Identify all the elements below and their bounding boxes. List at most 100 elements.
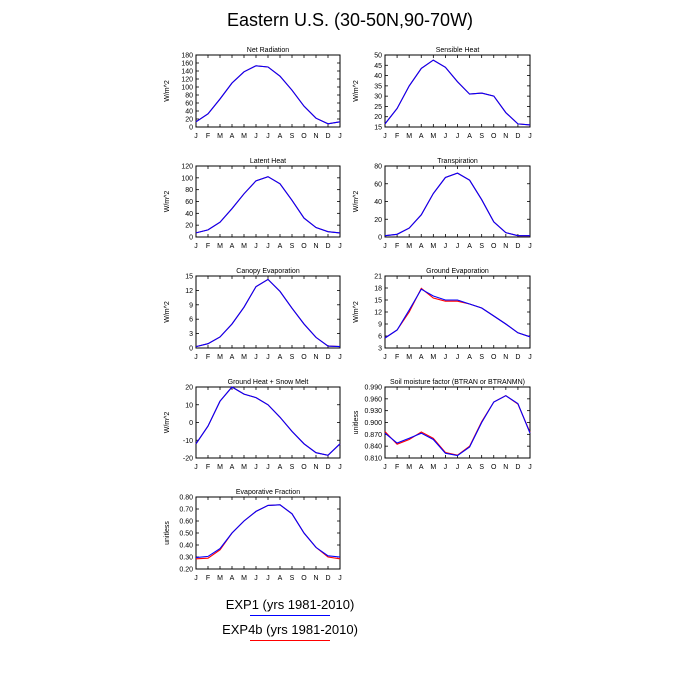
x-tick-label: A <box>278 354 283 361</box>
y-tick-label: 20 <box>374 217 382 224</box>
y-tick-label: 20 <box>374 114 382 121</box>
y-tick-label: 40 <box>185 109 193 116</box>
x-tick-label: M <box>241 133 247 140</box>
x-tick-label: M <box>406 464 412 471</box>
x-tick-label: J <box>254 243 258 250</box>
x-tick-label: F <box>395 354 399 361</box>
x-tick-label: N <box>313 133 318 140</box>
x-tick-label: N <box>503 354 508 361</box>
panel-1: Net Radiation W/m^2 0204060801001201401601… <box>164 47 342 140</box>
y-axis-label: W/m^2 <box>353 191 360 213</box>
x-tick-label: J <box>266 354 270 361</box>
x-tick-label: J <box>194 464 198 471</box>
x-tick-label: D <box>515 243 520 250</box>
series-line-exp4b <box>195 278 341 348</box>
x-tick-label: O <box>491 133 497 140</box>
legend-label-exp1: EXP1 (yrs 1981-2010) <box>225 597 355 612</box>
y-tick-label: 15 <box>185 274 193 281</box>
series-line-exp4b <box>195 176 341 234</box>
x-tick-label: S <box>290 464 295 471</box>
y-axis-label: W/m^2 <box>164 191 171 213</box>
x-tick-label: A <box>419 354 424 361</box>
x-tick-label: A <box>230 133 235 140</box>
x-tick-label: J <box>266 243 270 250</box>
y-tick-label: 40 <box>185 211 193 218</box>
y-tick-label: 0.60 <box>179 519 193 526</box>
x-tick-label: J <box>456 243 460 250</box>
x-tick-label: J <box>383 464 387 471</box>
panel-title: Net Radiation <box>247 47 290 54</box>
y-tick-label: 6 <box>189 317 193 324</box>
x-tick-label: A <box>230 464 235 471</box>
y-tick-label: 0.870 <box>364 432 382 439</box>
x-tick-label: M <box>241 464 247 471</box>
y-tick-label: 180 <box>181 53 193 60</box>
y-axis-label: unitless <box>353 410 360 434</box>
x-tick-label: N <box>503 464 508 471</box>
panel-7: Ground Heat + Snow Melt W/m^2 -20 -10 0 10 20 J… <box>164 379 342 471</box>
x-tick-label: D <box>325 575 330 582</box>
x-tick-label: D <box>325 243 330 250</box>
x-tick-label: A <box>278 133 283 140</box>
x-tick-label: J <box>194 354 198 361</box>
x-tick-label: J <box>266 575 270 582</box>
y-tick-label: 160 <box>181 61 193 68</box>
y-tick-label: 0 <box>189 420 193 427</box>
y-tick-label: 10 <box>185 402 193 409</box>
x-tick-label: A <box>230 243 235 250</box>
series-line-exp1 <box>384 288 531 339</box>
x-tick-label: M <box>406 354 412 361</box>
x-tick-label: J <box>444 243 448 250</box>
series-line-exp4b <box>384 172 530 237</box>
y-tick-label: 40 <box>374 73 382 80</box>
x-tick-label: A <box>419 464 424 471</box>
y-tick-label: 20 <box>185 117 193 124</box>
series-line-exp1 <box>195 278 341 348</box>
x-tick-label: D <box>325 354 330 361</box>
x-tick-label: F <box>206 464 210 471</box>
x-tick-label: J <box>338 575 342 582</box>
series-line-exp4b <box>384 395 531 456</box>
plot-frame <box>195 386 341 459</box>
y-tick-label: 20 <box>185 385 193 392</box>
y-tick-label: 0.30 <box>179 555 193 562</box>
y-tick-label: 0 <box>189 235 193 242</box>
y-tick-label: 20 <box>185 223 193 230</box>
y-tick-label: 12 <box>374 310 382 317</box>
series-line-exp4b <box>195 386 341 456</box>
x-tick-label: A <box>467 354 472 361</box>
y-tick-label: 9 <box>189 302 193 309</box>
y-tick-label: 0 <box>378 235 382 242</box>
legend-line-exp1 <box>250 615 330 616</box>
x-tick-label: J <box>528 243 532 250</box>
series-line-exp1 <box>195 504 341 559</box>
figure-title: Eastern U.S. (30-50N,90-70W) <box>226 10 474 30</box>
x-tick-label: D <box>515 464 520 471</box>
x-tick-label: J <box>266 133 270 140</box>
series-line-exp1 <box>384 395 531 457</box>
x-tick-label: M <box>217 354 223 361</box>
x-tick-label: F <box>206 354 210 361</box>
x-tick-label: S <box>479 133 484 140</box>
x-tick-label: M <box>430 464 436 471</box>
y-tick-label: 3 <box>189 331 193 338</box>
y-tick-label: 100 <box>181 175 193 182</box>
x-tick-label: A <box>278 464 283 471</box>
x-tick-label: J <box>528 133 532 140</box>
x-tick-label: J <box>444 133 448 140</box>
y-tick-label: 0.930 <box>364 408 382 415</box>
x-tick-label: M <box>430 243 436 250</box>
y-tick-label: 45 <box>374 63 382 70</box>
y-tick-label: 60 <box>374 181 382 188</box>
plot-frame <box>195 496 341 570</box>
x-tick-label: J <box>456 464 460 471</box>
y-tick-label: 21 <box>374 274 382 281</box>
x-tick-label: O <box>491 354 497 361</box>
panel-9: Evaporative Fraction unitless 0.20 0.30 0.40… <box>164 489 342 582</box>
y-tick-label: 18 <box>374 286 382 293</box>
y-axis-label: W/m^2 <box>164 80 171 102</box>
x-tick-label: N <box>503 243 508 250</box>
y-tick-label: 6 <box>378 334 382 341</box>
